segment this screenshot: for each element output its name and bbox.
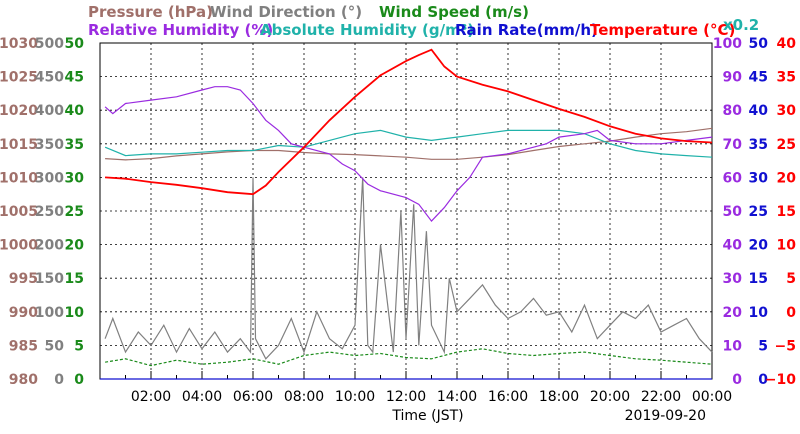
y-tick-label-pressure: 980 <box>9 372 38 388</box>
x-tick-label: 10:00 <box>335 389 375 405</box>
legend-relative-humidity: Relative Humidity (%) <box>88 21 273 39</box>
y-tick-label-pressure: 990 <box>9 305 38 321</box>
y-tick-label-rain-rate: 50 <box>749 36 769 52</box>
y-tick-label-wind-direction: 50 <box>45 338 65 354</box>
x-tick-label: 04:00 <box>182 389 222 405</box>
y-tick-label-temperature: 35 <box>777 70 796 86</box>
y-tick-label-relative-humidity: 100 <box>713 36 742 52</box>
y-tick-label-rain-rate: 45 <box>749 70 768 86</box>
y-tick-label-rain-rate: 10 <box>749 305 769 321</box>
y-tick-label-temperature: −5 <box>775 338 796 354</box>
x-tick-label: 16:00 <box>488 389 528 405</box>
y-tick-label-rain-rate: 5 <box>758 338 768 354</box>
legend-wind-direction: Wind Direction (°) <box>210 3 362 21</box>
y-tick-label-wind-speed: 0 <box>74 372 84 388</box>
y-tick-label-relative-humidity: 40 <box>723 238 743 254</box>
y-tick-label-rain-rate: 30 <box>749 170 769 186</box>
y-tick-label-wind-direction: 350 <box>35 137 64 153</box>
y-tick-label-wind-direction: 100 <box>35 305 64 321</box>
x-axis-tick-labels: 02:00 04:00 06:00 08:00 10:00 12:00 14:00 16:00… <box>131 389 732 405</box>
y-tick-label-wind-speed: 25 <box>65 204 84 220</box>
x-tick-label: 02:00 <box>131 389 171 405</box>
y-tick-label-pressure: 1000 <box>0 238 38 254</box>
series-pressure <box>105 127 713 161</box>
legend-wind-speed: Wind Speed (m/s) <box>379 3 529 21</box>
y-tick-label-relative-humidity: 20 <box>723 305 743 321</box>
legend-rain-rate: Rain Rate(mm/h) <box>455 21 598 39</box>
legend-pressure: Pressure (hPa) <box>88 3 213 21</box>
y-tick-label-temperature: −10 <box>765 372 796 388</box>
legend-absolute-humidity: Absolute Humidity (g/m³) <box>260 21 474 39</box>
y-tick-label-wind-direction: 150 <box>35 271 64 287</box>
y-tick-label-wind-speed: 40 <box>65 103 85 119</box>
series-temperature <box>105 48 713 196</box>
x-tick-label: 22:00 <box>641 389 681 405</box>
y-tick-label-pressure: 1005 <box>0 204 38 220</box>
y-tick-label-rain-rate: 25 <box>749 204 768 220</box>
series-absolute-humidity <box>104 129 713 158</box>
y-tick-label-pressure: 1015 <box>0 137 38 153</box>
series-relative-humidity <box>104 86 713 223</box>
x-tick-label: 14:00 <box>437 389 477 405</box>
grid <box>99 43 713 379</box>
y-tick-label-relative-humidity: 80 <box>723 103 743 119</box>
y-tick-label-relative-humidity: 50 <box>723 204 743 220</box>
y-tick-label-wind-direction: 500 <box>35 36 64 52</box>
legend-temperature: Temperature (°C) <box>590 21 735 39</box>
y-tick-label-temperature: 15 <box>777 204 796 220</box>
y-tick-label-rain-rate: 35 <box>749 137 768 153</box>
series-wind-direction <box>104 177 713 360</box>
y-tick-label-wind-speed: 10 <box>65 305 85 321</box>
y-tick-label-pressure: 1010 <box>0 170 38 186</box>
y-tick-label-temperature: 10 <box>777 238 797 254</box>
y-tick-label-wind-direction: 450 <box>35 70 64 86</box>
y-tick-label-temperature: 0 <box>786 305 796 321</box>
y-tick-label-wind-direction: 200 <box>35 238 64 254</box>
x-tick-label: 00:00 <box>692 389 732 405</box>
y-tick-label-pressure: 985 <box>9 338 38 354</box>
y-tick-label-wind-direction: 400 <box>35 103 64 119</box>
x-tick-label: 12:00 <box>386 389 426 405</box>
y-axis-tick-labels: 1030102510201015101010051000995990985980… <box>0 36 796 388</box>
y-tick-label-temperature: 30 <box>777 103 797 119</box>
y-tick-label-relative-humidity: 70 <box>723 137 743 153</box>
y-tick-label-wind-speed: 50 <box>65 36 85 52</box>
y-tick-label-wind-speed: 5 <box>74 338 84 354</box>
legend-absolute-humidity-scale: x0.2 <box>723 16 759 34</box>
y-tick-label-relative-humidity: 60 <box>723 170 743 186</box>
y-tick-label-rain-rate: 40 <box>749 103 769 119</box>
y-tick-label-wind-speed: 30 <box>65 170 85 186</box>
y-tick-label-wind-speed: 20 <box>65 238 85 254</box>
y-tick-label-pressure: 1020 <box>0 103 38 119</box>
y-tick-label-rain-rate: 0 <box>758 372 768 388</box>
y-tick-label-wind-speed: 35 <box>65 137 84 153</box>
y-tick-label-temperature: 40 <box>777 36 797 52</box>
y-tick-label-wind-direction: 300 <box>35 170 64 186</box>
chart-date: 2019-09-20 <box>625 408 706 424</box>
y-tick-label-wind-direction: 250 <box>35 204 64 220</box>
y-tick-label-temperature: 20 <box>777 170 797 186</box>
x-axis-label: Time (JST) <box>391 408 463 424</box>
y-tick-label-temperature: 25 <box>777 137 796 153</box>
y-tick-label-rain-rate: 15 <box>749 271 768 287</box>
x-tick-label: 20:00 <box>590 389 630 405</box>
y-tick-label-relative-humidity: 30 <box>723 271 743 287</box>
y-tick-label-relative-humidity: 0 <box>732 372 742 388</box>
x-tick-label: 06:00 <box>233 389 273 405</box>
chart-series <box>100 48 713 380</box>
y-tick-label-pressure: 1030 <box>0 36 38 52</box>
series-wind-speed <box>105 348 713 367</box>
x-tick-label: 08:00 <box>284 389 324 405</box>
y-tick-label-relative-humidity: 10 <box>723 338 743 354</box>
y-tick-label-pressure: 1025 <box>0 70 38 86</box>
y-tick-label-temperature: 5 <box>786 271 796 287</box>
y-tick-label-wind-speed: 15 <box>65 271 84 287</box>
x-tick-label: 18:00 <box>539 389 579 405</box>
y-tick-label-relative-humidity: 90 <box>723 70 743 86</box>
y-tick-label-pressure: 995 <box>9 271 38 287</box>
y-tick-label-wind-speed: 45 <box>65 70 84 86</box>
y-tick-label-rain-rate: 20 <box>749 238 769 254</box>
y-tick-label-wind-direction: 0 <box>54 372 64 388</box>
